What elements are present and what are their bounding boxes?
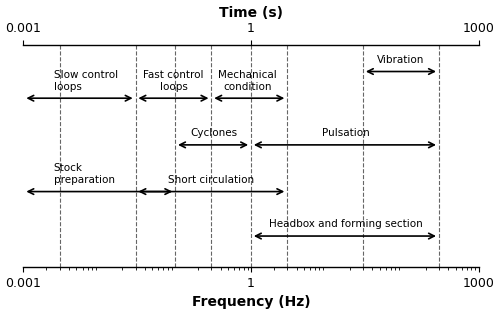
Text: Mechanical
condition: Mechanical condition [218, 70, 277, 92]
Text: Headbox and forming section: Headbox and forming section [270, 219, 423, 229]
Text: Vibration: Vibration [378, 55, 424, 65]
Text: Pulsation: Pulsation [322, 128, 370, 138]
Text: Cyclones: Cyclones [190, 128, 237, 138]
Text: Short circulation: Short circulation [168, 175, 254, 185]
Text: Fast control
loops: Fast control loops [143, 70, 204, 92]
Text: Slow control
loops: Slow control loops [54, 70, 118, 92]
Text: Stock
preparation: Stock preparation [54, 163, 114, 185]
X-axis label: Frequency (Hz): Frequency (Hz) [192, 295, 310, 309]
X-axis label: Time (s): Time (s) [219, 6, 283, 20]
